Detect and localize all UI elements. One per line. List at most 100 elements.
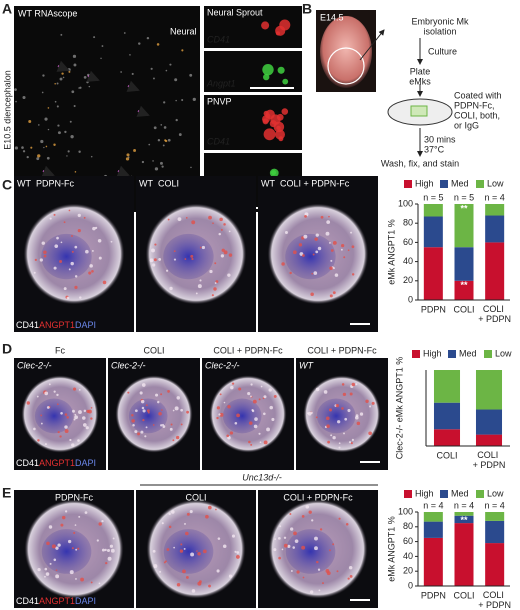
legend-label: Med <box>451 488 469 498</box>
vessel <box>162 144 165 147</box>
vessel <box>62 76 65 79</box>
speckle <box>201 245 206 250</box>
speckle <box>134 430 138 434</box>
genotype: WT <box>299 360 314 370</box>
speckle <box>219 217 223 222</box>
panel-label: C <box>2 177 12 193</box>
speckle <box>290 527 294 531</box>
vessel <box>161 165 164 168</box>
speckle <box>77 213 81 218</box>
legend-label: Med <box>459 348 477 358</box>
signal <box>281 108 289 115</box>
speckle <box>332 291 336 295</box>
y-tick-label: 100 <box>398 198 413 208</box>
speckle <box>296 570 300 574</box>
speckle <box>226 434 230 438</box>
speckle <box>341 243 345 248</box>
speckle <box>145 404 148 407</box>
treatment: COLI + PDPN-Fc <box>283 492 353 502</box>
speckle <box>214 262 217 265</box>
speckle <box>268 388 272 392</box>
speckle <box>53 558 57 562</box>
speckle <box>141 383 146 387</box>
y-tick-label: 40 <box>403 256 413 266</box>
speckle <box>160 409 163 411</box>
nucleus <box>163 529 214 574</box>
x-tick-label: COLI + PDPN <box>473 450 506 470</box>
region <box>327 47 365 85</box>
speckle <box>74 413 77 416</box>
bar-segment <box>475 409 503 435</box>
speckle <box>315 416 318 419</box>
vessel <box>45 145 48 148</box>
speckle <box>311 519 314 522</box>
speckle <box>338 517 341 520</box>
nucleus <box>285 529 336 574</box>
speckle <box>157 400 160 404</box>
vessel <box>26 155 29 159</box>
speckle <box>343 432 345 435</box>
side-label: E10.5 diencephalon <box>2 70 12 150</box>
nucleus <box>222 398 262 434</box>
vessel <box>164 139 167 142</box>
vessel <box>165 69 168 72</box>
legend-label: Low <box>495 348 512 358</box>
speckle <box>180 543 183 546</box>
significance: ** <box>460 203 468 213</box>
vessel <box>40 139 44 144</box>
vessel <box>74 171 77 173</box>
x-tick-label: COLI <box>453 590 474 600</box>
legend-swatch <box>476 490 484 498</box>
vessel <box>83 75 87 79</box>
speckle <box>55 546 59 550</box>
speckle <box>216 406 220 410</box>
speckle <box>176 435 180 440</box>
speckle <box>53 390 56 393</box>
speckle <box>279 525 282 528</box>
speckle <box>211 294 214 297</box>
vessel <box>174 78 178 82</box>
speckle <box>186 410 190 414</box>
speckle <box>167 390 170 393</box>
bar-segment <box>433 402 461 430</box>
speckle <box>147 411 150 414</box>
signal <box>263 73 270 81</box>
speckle <box>231 534 236 538</box>
speckle <box>277 536 281 540</box>
speckle <box>223 223 226 226</box>
speckle <box>60 412 63 415</box>
x-tick-label: COLI <box>453 304 474 314</box>
vessel <box>178 133 182 136</box>
speckle <box>314 536 318 541</box>
speckle <box>74 524 77 526</box>
legend-label: Med <box>451 178 469 188</box>
speckle <box>74 285 78 289</box>
speckle <box>68 268 71 271</box>
speckle <box>292 250 297 255</box>
bar-segment <box>485 512 505 521</box>
speckle <box>323 390 328 394</box>
speckle <box>78 515 81 518</box>
speckle <box>132 424 135 427</box>
speckle <box>351 438 354 441</box>
speckle <box>85 249 89 254</box>
speckle <box>220 254 225 258</box>
vessel <box>163 101 166 104</box>
vessel <box>22 95 26 100</box>
vessel <box>56 82 59 85</box>
speckle <box>69 438 72 442</box>
speckle <box>88 271 92 275</box>
speckle <box>171 510 175 514</box>
vessel <box>153 126 157 130</box>
vessel <box>22 150 26 153</box>
speckle <box>337 420 341 424</box>
speckle <box>180 408 183 412</box>
speckle <box>165 269 169 272</box>
vessel <box>73 63 77 67</box>
vessel <box>37 154 41 158</box>
speckle <box>248 440 251 444</box>
speckle <box>60 241 63 244</box>
bar-segment <box>454 523 474 586</box>
speckle <box>44 575 46 578</box>
speckle <box>185 531 189 536</box>
